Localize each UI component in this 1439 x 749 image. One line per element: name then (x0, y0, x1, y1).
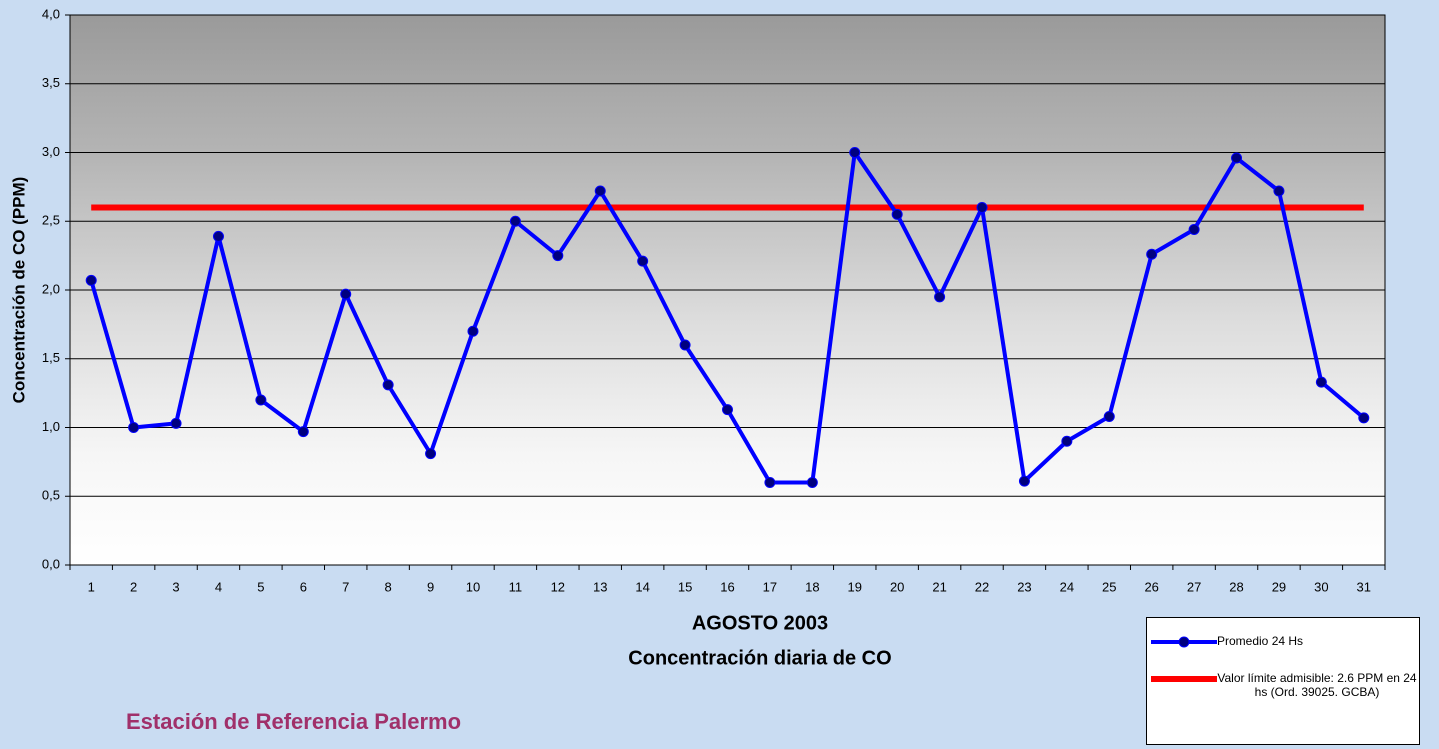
legend-swatch (1151, 634, 1217, 650)
data-point (723, 405, 733, 415)
y-tick-label: 3,0 (42, 144, 60, 159)
data-point (468, 326, 478, 336)
page: {"chart_data": {"type": "line", "xlabel"… (0, 0, 1439, 749)
x-tick-label: 27 (1187, 579, 1201, 594)
data-point (298, 427, 308, 437)
x-tick-label: 15 (678, 579, 692, 594)
x-tick-label: 16 (720, 579, 734, 594)
x-tick-label: 9 (427, 579, 434, 594)
data-point (638, 256, 648, 266)
data-point (892, 209, 902, 219)
x-tick-label: 10 (466, 579, 480, 594)
data-point (1232, 153, 1242, 163)
x-tick-label: 13 (593, 579, 607, 594)
x-tick-label: 30 (1314, 579, 1328, 594)
data-point (1019, 476, 1029, 486)
data-point (256, 395, 266, 405)
x-tick-label: 2 (130, 579, 137, 594)
y-tick-label: 2,0 (42, 281, 60, 296)
x-tick-label: 28 (1229, 579, 1243, 594)
x-tick-label: 11 (509, 579, 523, 594)
data-point (171, 418, 181, 428)
x-tick-label: 29 (1272, 579, 1286, 594)
x-tick-label: 31 (1357, 579, 1371, 594)
data-point (426, 449, 436, 459)
x-tick-label: 22 (975, 579, 989, 594)
data-point (1189, 225, 1199, 235)
x-tick-label: 8 (385, 579, 392, 594)
x-tick-label: 12 (551, 579, 565, 594)
x-tick-label: 7 (342, 579, 349, 594)
y-tick-label: 1,5 (42, 350, 60, 365)
x-tick-label: 14 (635, 579, 649, 594)
x-tick-label: 17 (763, 579, 777, 594)
x-tick-label: 1 (88, 579, 95, 594)
data-point (383, 380, 393, 390)
data-point (850, 148, 860, 158)
legend: Promedio 24 Hs Valor límite admisible: 2.… (1146, 617, 1420, 745)
data-point (213, 231, 223, 241)
legend-label: Valor límite admisible: 2.6 PPM en 24 hs… (1217, 671, 1417, 699)
x-tick-label: 20 (890, 579, 904, 594)
data-point (1104, 412, 1114, 422)
y-tick-label: 0,0 (42, 556, 60, 571)
data-point (553, 251, 563, 261)
x-tick-label: 25 (1102, 579, 1116, 594)
annotation: Estación de Referencia Palermo (126, 709, 461, 734)
legend-entry: Promedio 24 Hs (1151, 634, 1417, 650)
x-tick-label: 21 (932, 579, 946, 594)
x-tick-label: 18 (805, 579, 819, 594)
x-tick-label: 19 (848, 579, 862, 594)
y-tick-label: 2,5 (42, 213, 60, 228)
data-point (1316, 377, 1326, 387)
y-tick-label: 4,0 (42, 6, 60, 21)
x-tick-label: 26 (1144, 579, 1158, 594)
y-tick-label: 1,0 (42, 419, 60, 434)
data-point (977, 203, 987, 213)
data-point (86, 275, 96, 285)
data-point (510, 216, 520, 226)
legend-swatch (1151, 671, 1217, 687)
data-point (341, 289, 351, 299)
y-tick-label: 3,5 (42, 75, 60, 90)
data-point (765, 478, 775, 488)
y-tick-label: 0,5 (42, 488, 60, 503)
data-point (1359, 413, 1369, 423)
data-point (1274, 186, 1284, 196)
y-axis-label: Concentración de CO (PPM) (9, 177, 28, 404)
x-tick-label: 3 (172, 579, 179, 594)
legend-entry: Valor límite admisible: 2.6 PPM en 24 hs… (1151, 671, 1417, 699)
legend-label: Promedio 24 Hs (1217, 634, 1417, 648)
data-point (1147, 249, 1157, 259)
data-point (595, 186, 605, 196)
data-point (935, 292, 945, 302)
x-axis-label: AGOSTO 2003 (692, 612, 828, 634)
data-point (129, 423, 139, 433)
data-point (1062, 436, 1072, 446)
x-tick-label: 24 (1060, 579, 1074, 594)
x-tick-label: 23 (1017, 579, 1031, 594)
x-axis-label: Concentración diaria de CO (628, 647, 891, 669)
data-point (680, 340, 690, 350)
data-point (807, 478, 817, 488)
x-tick-label: 4 (215, 579, 222, 594)
x-tick-label: 5 (257, 579, 264, 594)
x-tick-label: 6 (300, 579, 307, 594)
